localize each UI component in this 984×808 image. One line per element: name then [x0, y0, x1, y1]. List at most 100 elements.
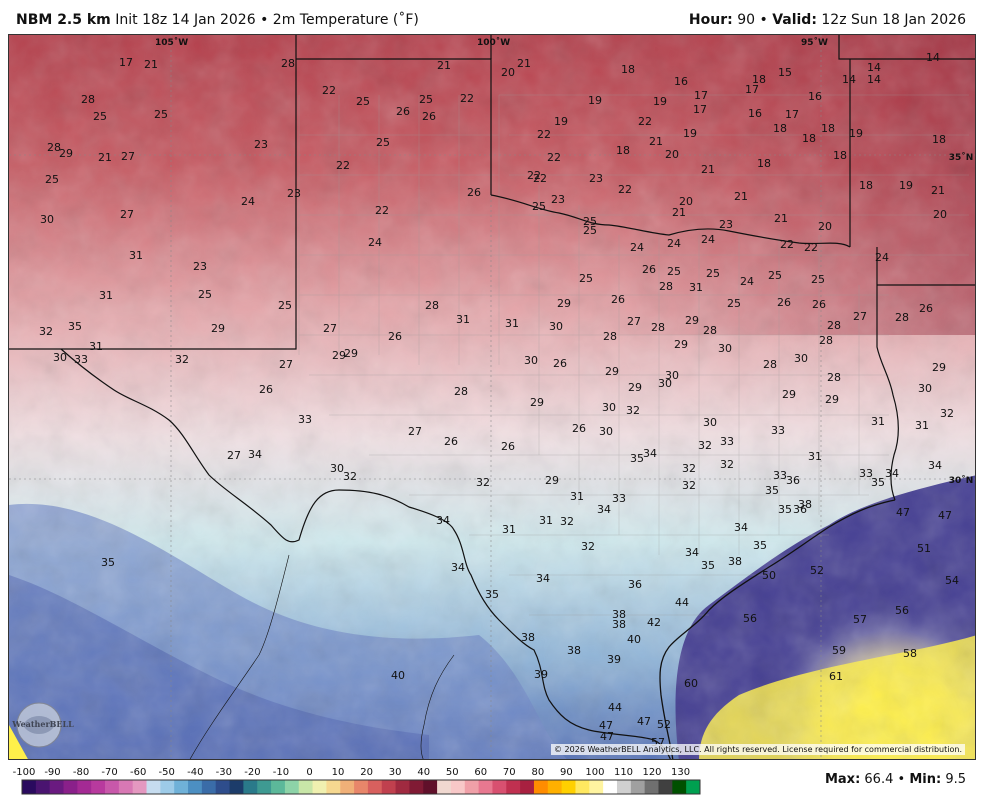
temperature-value: 30	[658, 377, 672, 390]
color-scale-tick: 20	[360, 767, 373, 778]
temperature-value: 61	[829, 670, 843, 683]
temperature-value: 19	[899, 179, 913, 192]
temperature-value: 30	[40, 213, 54, 226]
temperature-value: 21	[649, 135, 663, 148]
temperature-value: 38	[612, 608, 626, 621]
temperature-value: 24	[701, 233, 715, 246]
temperature-value: 30	[918, 382, 932, 395]
temperature-map[interactable]: 105˚W 100˚W 95˚W 17 21 28 21 21 20 18 16 17 17 18 1…	[8, 34, 976, 760]
color-swatch	[437, 780, 452, 794]
color-bar-border	[21, 779, 701, 795]
temperature-value: 27	[227, 449, 241, 462]
temperature-value: 24	[667, 237, 681, 250]
color-scale-tick: 10	[332, 767, 345, 778]
temperature-value: 25	[532, 200, 546, 213]
lon-label: 95˚W	[801, 37, 828, 48]
temperature-value: 17	[694, 89, 708, 102]
temperature-value: 36	[786, 474, 800, 487]
temperature-value: 27	[408, 425, 422, 438]
temperature-value: 22	[336, 159, 350, 172]
temperature-value: 30	[665, 369, 679, 382]
temperature-value: 18	[802, 132, 816, 145]
ok-ks-border	[838, 35, 975, 60]
temperature-value: 34	[451, 561, 465, 574]
temperature-value: 22	[804, 241, 818, 254]
temperature-value: 21	[701, 163, 715, 176]
nm-texas-border	[9, 35, 297, 350]
color-swatch	[423, 780, 438, 794]
temperature-value: 47	[599, 719, 613, 732]
temperature-value: 38	[798, 498, 812, 511]
color-swatch	[686, 780, 701, 794]
color-swatch	[478, 780, 493, 794]
temperature-value: 31	[89, 340, 103, 353]
temperature-value: 26	[467, 186, 481, 199]
temperature-value: 17	[119, 56, 133, 69]
temperature-value: 25	[278, 299, 292, 312]
temperature-value: 20	[501, 66, 515, 79]
temperature-value: 31	[871, 415, 885, 428]
color-swatch	[409, 780, 424, 794]
color-swatch	[49, 780, 65, 794]
temperature-value: 30	[599, 425, 613, 438]
temperature-value: 59	[832, 644, 846, 657]
color-scale-tick: -50	[159, 767, 175, 778]
color-scale-tick: 70	[503, 767, 516, 778]
temperature-value: 42	[647, 616, 661, 629]
temperature-value: 26	[388, 330, 402, 343]
temperature-value: 28	[703, 324, 717, 337]
temperature-value: 35	[68, 320, 82, 333]
temperature-value: 25	[811, 273, 825, 286]
temperature-value: 27	[120, 208, 134, 221]
temperature-value: 57	[853, 613, 867, 626]
color-scale-tick: -30	[216, 767, 232, 778]
color-scale-tick: -70	[101, 767, 117, 778]
color-swatch	[174, 780, 189, 794]
temperature-value: 30	[549, 320, 563, 333]
temperature-value: 18	[757, 157, 771, 170]
temperature-value: 35	[871, 476, 885, 489]
temperature-value: 44	[608, 701, 622, 714]
temperature-value: 21	[144, 58, 158, 71]
temperature-value: 31	[129, 249, 143, 262]
temperature-value: 22	[460, 92, 474, 105]
temperature-value: 50	[762, 569, 776, 582]
color-swatch	[105, 780, 120, 794]
temperature-value: 25	[376, 136, 390, 149]
temperature-value: 51	[917, 542, 931, 555]
temperature-value: 23	[254, 138, 268, 151]
temperature-value: 28	[763, 358, 777, 371]
color-swatch	[312, 780, 327, 794]
weatherbell-logo: WeatherBELL	[11, 702, 74, 748]
temperature-value: 33	[298, 413, 312, 426]
temperature-value: 24	[875, 251, 889, 264]
temperature-value: 23	[551, 193, 565, 206]
color-swatch	[340, 780, 355, 794]
temperature-value: 29	[782, 388, 796, 401]
temperature-value: 30	[330, 462, 344, 475]
temperature-value: 35	[630, 452, 644, 465]
color-scale-tick: 120	[642, 767, 661, 778]
temperature-value: 21	[517, 57, 531, 70]
temperature-value: 21	[734, 190, 748, 203]
temperature-value: 29	[628, 381, 642, 394]
temperature-value: 25	[706, 267, 720, 280]
temperature-value: 30	[703, 416, 717, 429]
temperature-value: 31	[808, 450, 822, 463]
temperature-value: 25	[154, 108, 168, 121]
color-scale-tick: -40	[187, 767, 203, 778]
temperature-value: 23	[287, 187, 301, 200]
temperature-value: 29	[605, 365, 619, 378]
temperature-value: 56	[895, 604, 909, 617]
color-swatch	[132, 780, 148, 794]
color-scale-tick: 40	[417, 767, 430, 778]
temperature-value: 47	[938, 509, 952, 522]
temperature-value: 31	[456, 313, 470, 326]
temperature-value: 47	[637, 715, 651, 728]
temperature-value: 44	[675, 596, 689, 609]
temperature-value: 25	[198, 288, 212, 301]
temperature-value: 19	[588, 94, 602, 107]
color-swatch	[35, 780, 51, 794]
temperature-value: 17	[745, 83, 759, 96]
